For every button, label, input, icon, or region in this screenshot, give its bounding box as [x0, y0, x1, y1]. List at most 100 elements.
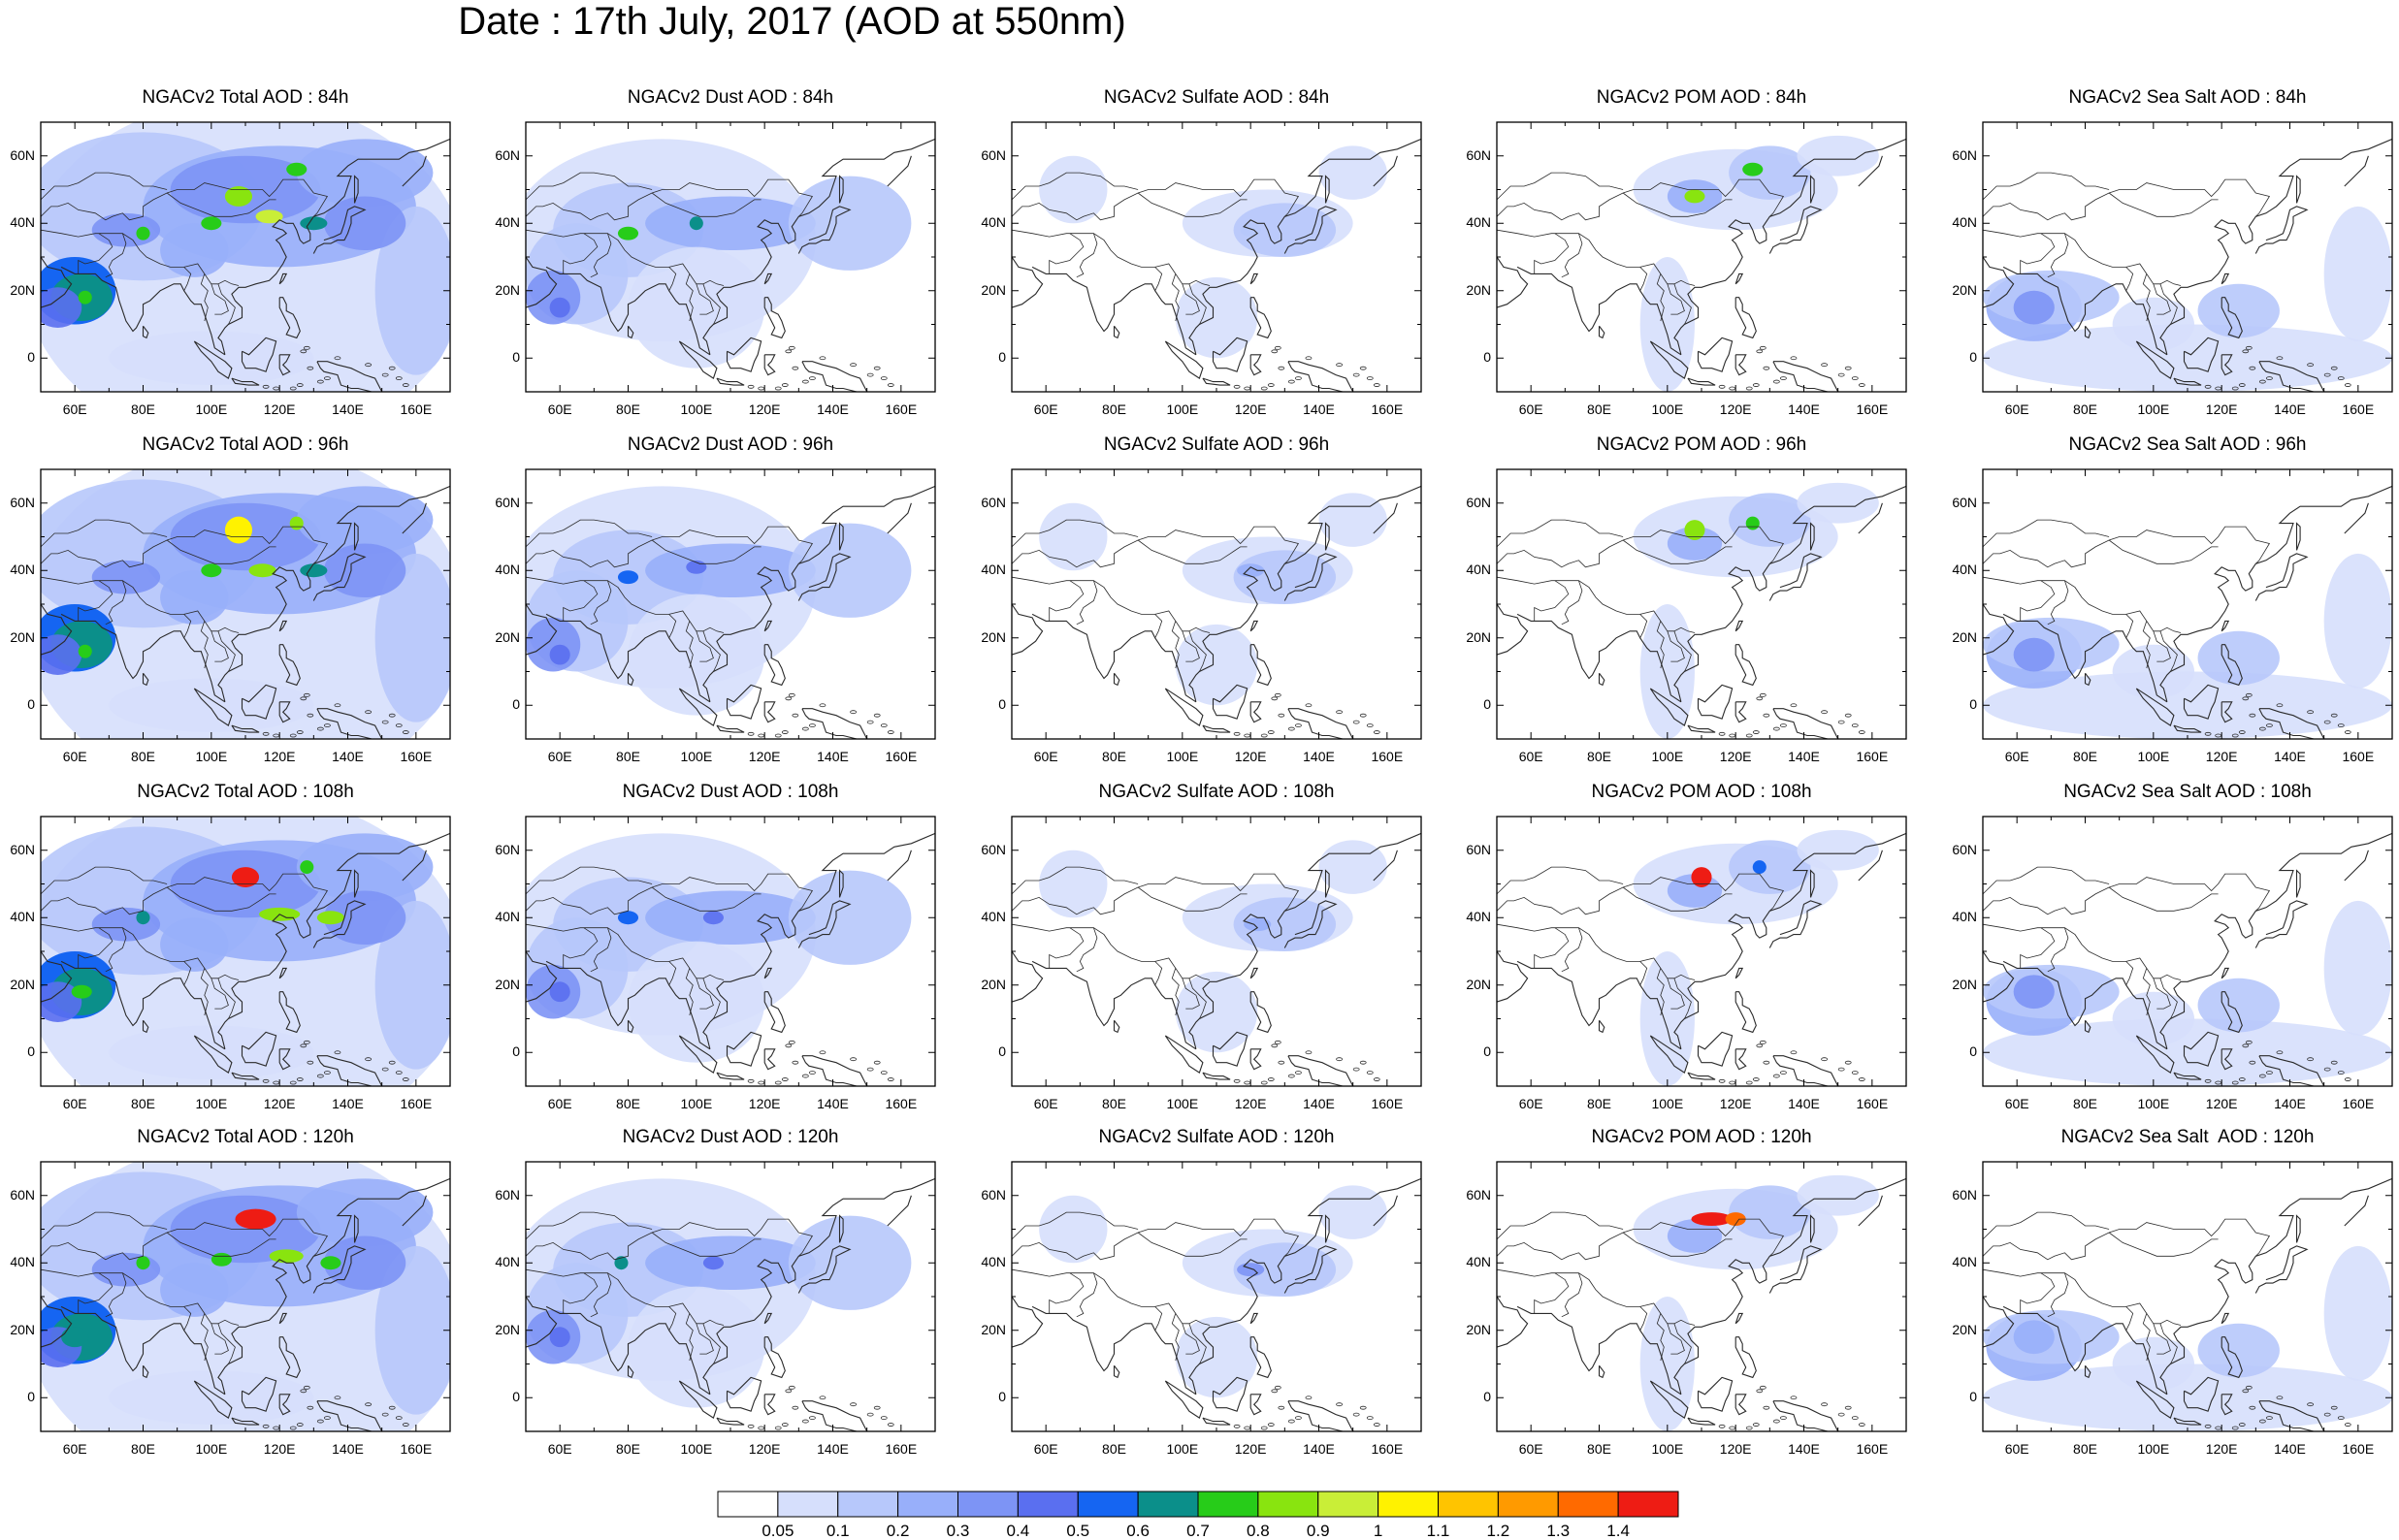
- island: [262, 731, 270, 736]
- coastline: [1249, 1312, 1259, 1325]
- latitude-tick-label: 0: [27, 349, 35, 366]
- island: [887, 383, 894, 387]
- border-line: [41, 873, 329, 915]
- island: [334, 1396, 341, 1400]
- coastline: [702, 485, 935, 702]
- coastline: [1202, 724, 1231, 733]
- island: [2307, 1402, 2315, 1407]
- border-line: [526, 576, 725, 633]
- aod-patch: [1233, 550, 1337, 604]
- island: [819, 356, 827, 361]
- aod-map-panel: [1011, 468, 1422, 740]
- island: [1763, 1060, 1770, 1065]
- border-line: [2153, 630, 2171, 662]
- border-line: [200, 1313, 209, 1362]
- border-line: [1497, 526, 1785, 568]
- coastline: [1697, 337, 1734, 372]
- island: [866, 1067, 874, 1072]
- island: [1366, 1071, 1374, 1075]
- aod-map-panel: [1011, 816, 1422, 1087]
- longitude-tick-label: 100E: [1651, 1441, 1684, 1457]
- border-line: [1154, 1306, 1163, 1331]
- longitude-tick-label: 60E: [62, 749, 87, 764]
- island: [1756, 696, 1764, 701]
- colorbar-swatch: [1137, 1491, 1199, 1518]
- aod-patch: [1797, 135, 1879, 176]
- coastline: [2183, 684, 2220, 720]
- island: [792, 713, 799, 718]
- longitude-tick-label: 80E: [2073, 1096, 2097, 1111]
- longitude-tick-label: 160E: [400, 401, 433, 417]
- aod-patch: [1797, 482, 1879, 524]
- island: [1790, 1050, 1798, 1055]
- island: [1373, 730, 1380, 734]
- border-line: [651, 1232, 762, 1257]
- border-line: [2020, 1272, 2056, 1314]
- longitude-tick-label: 140E: [1303, 749, 1335, 764]
- island: [850, 1402, 858, 1407]
- coastline: [2159, 832, 2392, 1049]
- border-line: [2047, 233, 2069, 278]
- aod-patch: [78, 290, 92, 305]
- latitude-tick-label: 60N: [10, 146, 35, 163]
- longitude-tick-label: 160E: [2342, 401, 2375, 417]
- island: [2307, 710, 2315, 715]
- coastline: [716, 724, 745, 733]
- coastline: [2258, 1400, 2325, 1431]
- island: [2330, 1060, 2338, 1065]
- coastline: [1768, 553, 1823, 601]
- border-line: [2125, 267, 2134, 291]
- island: [1756, 1389, 1764, 1394]
- border-line: [1561, 927, 1583, 973]
- coastline: [2084, 672, 2091, 687]
- aod-patch: [2197, 283, 2280, 338]
- island: [1267, 1423, 1275, 1427]
- panel-title: NGACv2 POM AOD : 120h: [1591, 1127, 1812, 1147]
- aod-map-panel: [1496, 121, 1907, 393]
- border-line: [1497, 1211, 1624, 1240]
- longitude-tick-label: 60E: [1518, 1441, 1543, 1457]
- aod-patch: [71, 984, 92, 999]
- coastline: [2173, 377, 2202, 386]
- coastline: [1734, 644, 1757, 687]
- aod-patch: [1797, 829, 1879, 871]
- island: [2265, 1416, 2273, 1421]
- island: [1305, 703, 1313, 708]
- border-line: [1049, 580, 1085, 622]
- island: [1844, 366, 1852, 370]
- latitude-tick-label: 60N: [495, 841, 520, 857]
- coastline: [801, 1400, 868, 1431]
- coastline: [2344, 850, 2369, 882]
- longitude-tick-label: 100E: [195, 749, 228, 764]
- aod-patch: [689, 216, 703, 231]
- coastline: [887, 502, 912, 534]
- coastline: [797, 1245, 852, 1294]
- longitude-tick-label: 120E: [2205, 749, 2238, 764]
- coastline: [142, 1019, 149, 1034]
- coastline: [1598, 1364, 1605, 1379]
- island: [1359, 713, 1367, 718]
- coastline: [1202, 377, 1231, 386]
- border-line: [1639, 614, 1648, 638]
- border-line: [1137, 539, 1248, 564]
- aod-patch: [1797, 1174, 1879, 1216]
- longitude-tick-label: 80E: [131, 1096, 155, 1111]
- coastline: [797, 900, 852, 948]
- island: [747, 731, 755, 736]
- island: [2307, 1057, 2315, 1062]
- island: [323, 723, 331, 728]
- island: [2330, 1405, 2338, 1410]
- island: [300, 1043, 308, 1048]
- panel-title: NGACv2 POM AOD : 108h: [1591, 782, 1812, 802]
- colorbar-swatch: [1257, 1491, 1319, 1518]
- island: [365, 1402, 373, 1407]
- aod-patch: [1729, 145, 1811, 200]
- coastline: [2221, 354, 2233, 376]
- island: [1745, 1426, 1753, 1430]
- border-line: [1983, 172, 2110, 201]
- border-line: [1137, 1232, 1248, 1257]
- longitude-tick-label: 60E: [1033, 749, 1058, 764]
- latitude-tick-label: 40N: [1952, 909, 1977, 925]
- coastline: [726, 684, 762, 720]
- latitude-tick-label: 20N: [10, 976, 35, 992]
